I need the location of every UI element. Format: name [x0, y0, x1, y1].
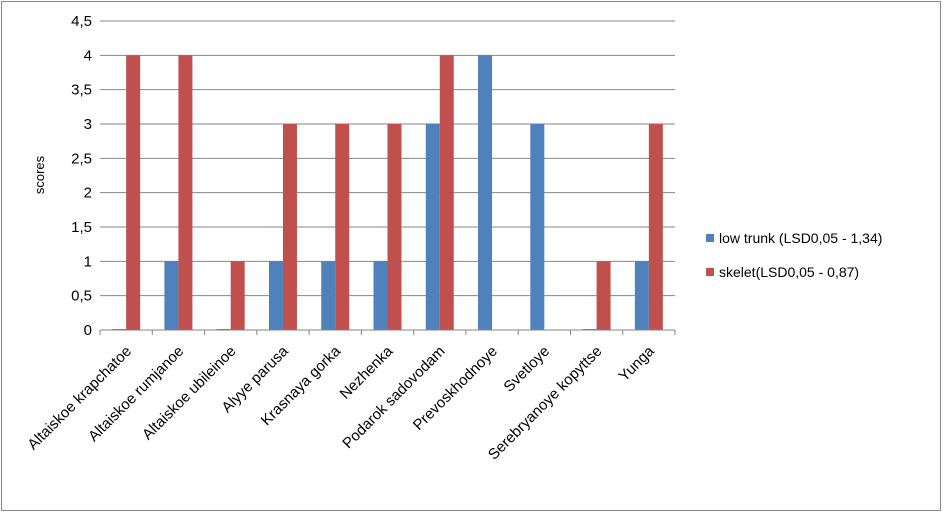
y-tick-label: 0,5: [71, 288, 92, 305]
legend-swatch: [706, 268, 714, 276]
bar: [425, 124, 440, 330]
y-tick-label: 0: [84, 322, 92, 339]
bar: [478, 55, 493, 330]
y-tick-label: 1: [84, 253, 92, 270]
bar: [164, 261, 179, 330]
legend: low trunk (LSD0,05 - 1,34) skelet(LSD0,05…: [706, 230, 882, 280]
x-tick-label: Altaiskoe rumjanoe: [85, 343, 187, 445]
bar: [373, 261, 388, 330]
y-tick-label: 2,5: [71, 150, 92, 167]
y-tick-label: 3: [84, 116, 92, 133]
bar: [335, 124, 350, 330]
y-tick-label: 1,5: [71, 219, 92, 236]
bar: [530, 124, 545, 330]
bar: [230, 261, 245, 330]
x-tick-label: Yunga: [616, 342, 659, 385]
y-tick-label: 2: [84, 185, 92, 202]
bars: [112, 55, 663, 330]
legend-swatch: [706, 234, 714, 242]
bar: [178, 55, 193, 330]
y-axis-ticks: 0 0,5 1 1,5 2 2,5 3 3,5 4 4,5: [71, 13, 92, 339]
bar: [321, 261, 336, 330]
bar: [648, 124, 663, 330]
bar: [126, 55, 141, 330]
bar: [596, 261, 611, 330]
bar: [387, 124, 402, 330]
y-axis-title: scores: [32, 155, 47, 194]
x-tick-label: Altaiskoe ubileinoe: [139, 343, 239, 443]
x-tick-label: Altaiskoe krapchatoe: [24, 343, 134, 453]
legend-label: low trunk (LSD0,05 - 1,34): [719, 230, 882, 246]
bar: [268, 261, 283, 330]
bar: [439, 55, 454, 330]
legend-label: skelet(LSD0,05 - 0,87): [719, 264, 859, 280]
y-tick-label: 4,5: [71, 13, 92, 30]
y-tick-label: 3,5: [71, 82, 92, 99]
y-tick-label: 4: [84, 47, 92, 64]
bar: [282, 124, 297, 330]
x-tick-label: Svetloye: [500, 343, 553, 396]
bar: [634, 261, 649, 330]
x-tick-label: Podarok sadovodam: [339, 343, 448, 452]
